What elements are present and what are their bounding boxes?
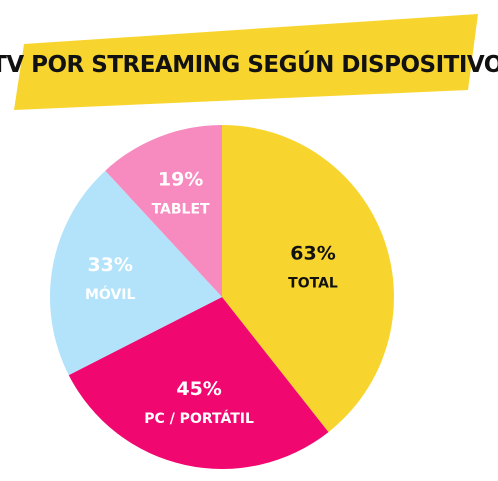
- pie-slice-móvil: [50, 170, 222, 376]
- slice-category-label: MÓVIL: [85, 285, 136, 303]
- pie-slices: [50, 125, 394, 469]
- pie-slice-tablet: [105, 125, 222, 297]
- slice-category-label: PC / PORTÁTIL: [144, 410, 254, 427]
- slice-percent-label: 45%: [176, 378, 221, 400]
- pie-labels: 63% TOTAL 45% PC / PORTÁTIL 33% MÓVIL 19% TABLE…: [85, 168, 338, 427]
- slice-category-label: TOTAL: [288, 275, 338, 291]
- pie-slice-pc-portátil: [68, 297, 329, 469]
- slice-category-label: TABLET: [152, 201, 210, 217]
- pie-slice-total: [222, 125, 394, 433]
- title-banner: [14, 14, 478, 110]
- chart-title: TV POR STREAMING SEGÚN DISPOSITIVO: [0, 50, 498, 78]
- slice-percent-label: 63%: [290, 242, 335, 264]
- slice-percent-label: 33%: [87, 254, 132, 276]
- slice-percent-label: 19%: [158, 168, 203, 190]
